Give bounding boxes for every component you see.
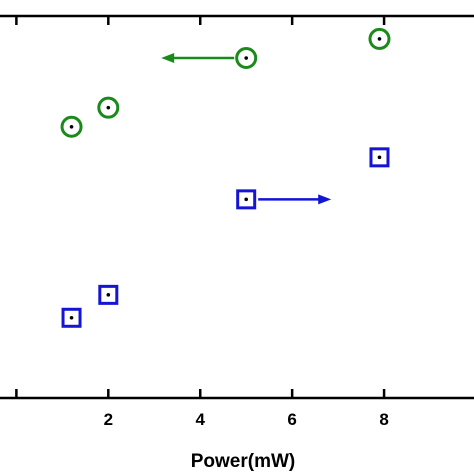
plot-frame bbox=[0, 14, 474, 400]
data-points bbox=[60, 27, 391, 328]
circle-marker bbox=[60, 115, 83, 138]
x-tick-label: 2 bbox=[104, 410, 113, 429]
square-marker-dot bbox=[244, 197, 248, 202]
x-tick-label: 8 bbox=[379, 410, 388, 429]
axis-indicator-arrows bbox=[161, 53, 332, 205]
circle-marker-dot bbox=[377, 37, 382, 41]
square-marker-dot bbox=[377, 155, 382, 160]
square-marker bbox=[98, 284, 119, 305]
arrow-right-head bbox=[318, 194, 332, 205]
x-tick-label: 4 bbox=[195, 410, 205, 429]
x-tick-label: 6 bbox=[287, 410, 296, 429]
circle-marker bbox=[235, 47, 258, 70]
square-marker bbox=[236, 189, 257, 210]
circle-marker-dot bbox=[69, 124, 74, 129]
square-marker-dot bbox=[106, 293, 111, 297]
circle-marker-dot bbox=[106, 105, 111, 110]
arrow-left-head bbox=[161, 53, 175, 64]
x-axis-ticks bbox=[15, 16, 386, 398]
x-axis-label: Power(mW) bbox=[191, 451, 296, 472]
square-marker bbox=[369, 147, 390, 168]
x-axis-tick-labels: 2 4 6 8 bbox=[104, 410, 389, 429]
circle-marker bbox=[368, 27, 391, 50]
circle-marker-dot bbox=[244, 56, 248, 60]
square-marker-dot bbox=[69, 315, 74, 320]
square-marker bbox=[61, 307, 82, 328]
circle-marker bbox=[97, 96, 120, 119]
